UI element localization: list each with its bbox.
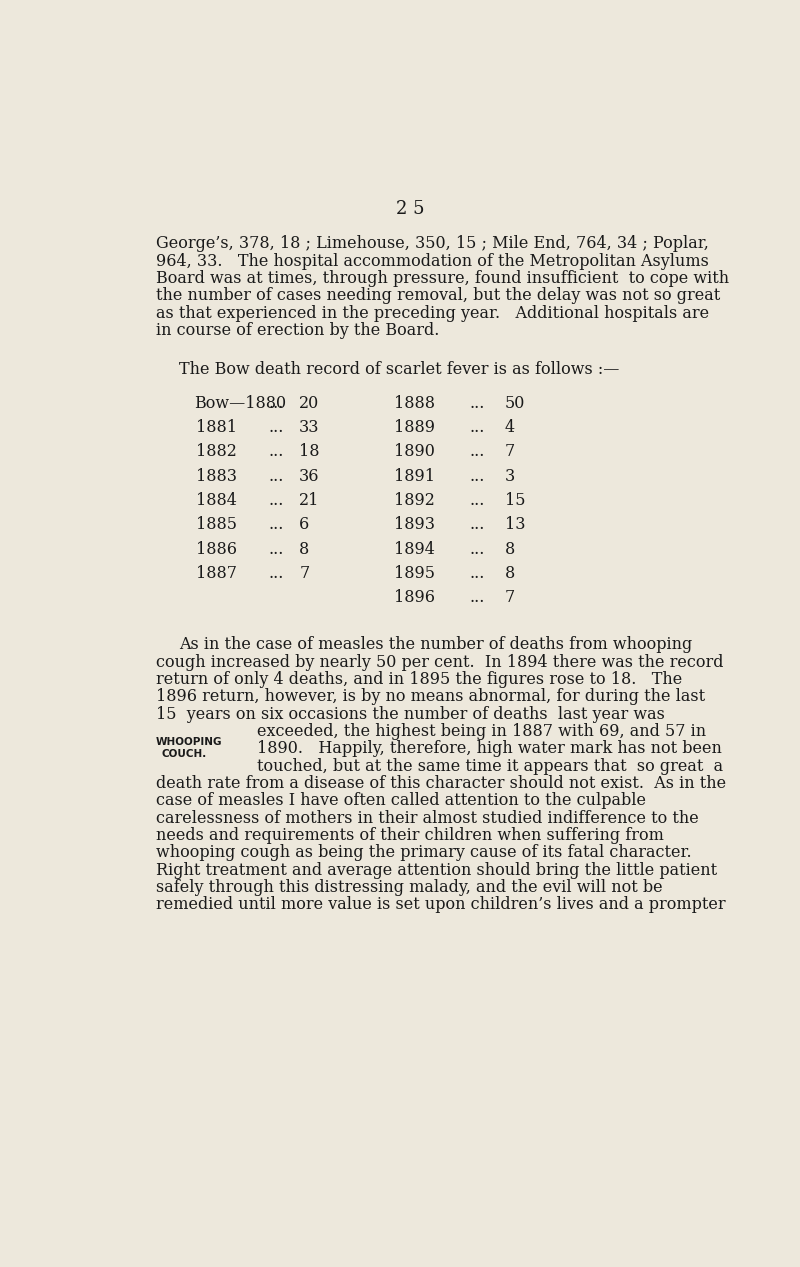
Text: COUCH.: COUCH. (162, 749, 207, 759)
Text: 964, 33.   The hospital accommodation of the Metropolitan Asylums: 964, 33. The hospital accommodation of t… (156, 252, 709, 270)
Text: case of measles I have often called attention to the culpable: case of measles I have often called atte… (156, 792, 646, 810)
Text: in course of erection by the Board.: in course of erection by the Board. (156, 322, 439, 338)
Text: carelessness of mothers in their almost studied indifference to the: carelessness of mothers in their almost … (156, 810, 698, 826)
Text: 1888: 1888 (394, 395, 435, 412)
Text: needs and requirements of their children when suffering from: needs and requirements of their children… (156, 827, 664, 844)
Text: ...: ... (470, 468, 485, 485)
Text: 1885: 1885 (196, 516, 237, 533)
Text: whooping cough as being the primary cause of its fatal character.: whooping cough as being the primary caus… (156, 844, 691, 862)
Text: 1892: 1892 (394, 492, 435, 509)
Text: 1886: 1886 (196, 541, 237, 557)
Text: 2 5: 2 5 (396, 200, 424, 218)
Text: 1896 return, however, is by no means abnormal, for during the last: 1896 return, however, is by no means abn… (156, 688, 705, 706)
Text: 8: 8 (505, 565, 515, 582)
Text: 1893: 1893 (394, 516, 435, 533)
Text: ...: ... (268, 468, 284, 485)
Text: ...: ... (470, 395, 485, 412)
Text: 1881: 1881 (196, 419, 237, 436)
Text: safely through this distressing malady, and the evil will not be: safely through this distressing malady, … (156, 879, 662, 896)
Text: ...: ... (268, 541, 284, 557)
Text: Bow—1880: Bow—1880 (194, 395, 286, 412)
Text: ...: ... (268, 492, 284, 509)
Text: ...: ... (268, 565, 284, 582)
Text: exceeded, the highest being in 1887 with 69, and 57 in: exceeded, the highest being in 1887 with… (257, 723, 706, 740)
Text: ...: ... (470, 516, 485, 533)
Text: 1894: 1894 (394, 541, 435, 557)
Text: 1884: 1884 (196, 492, 237, 509)
Text: 1887: 1887 (196, 565, 237, 582)
Text: ...: ... (268, 443, 284, 460)
Text: 1890.   Happily, therefore, high water mark has not been: 1890. Happily, therefore, high water mar… (257, 740, 722, 758)
Text: 6: 6 (299, 516, 310, 533)
Text: ...: ... (470, 565, 485, 582)
Text: as that experienced in the preceding year.   Additional hospitals are: as that experienced in the preceding yea… (156, 304, 709, 322)
Text: 8: 8 (505, 541, 515, 557)
Text: WHOOPING: WHOOPING (156, 737, 222, 748)
Text: ...: ... (470, 589, 485, 606)
Text: 50: 50 (505, 395, 525, 412)
Text: 1882: 1882 (196, 443, 237, 460)
Text: ...: ... (470, 419, 485, 436)
Text: 1891: 1891 (394, 468, 435, 485)
Text: 4: 4 (505, 419, 514, 436)
Text: the number of cases needing removal, but the delay was not so great: the number of cases needing removal, but… (156, 288, 720, 304)
Text: 15  years on six occasions the number of deaths  last year was: 15 years on six occasions the number of … (156, 706, 665, 722)
Text: As in the case of measles the number of deaths from whooping: As in the case of measles the number of … (179, 636, 692, 654)
Text: 1895: 1895 (394, 565, 435, 582)
Text: 7: 7 (505, 443, 515, 460)
Text: remedied until more value is set upon children’s lives and a prompter: remedied until more value is set upon ch… (156, 896, 726, 914)
Text: 8: 8 (299, 541, 310, 557)
Text: George’s, 378, 18 ; Limehouse, 350, 15 ; Mile End, 764, 34 ; Poplar,: George’s, 378, 18 ; Limehouse, 350, 15 ;… (156, 236, 709, 252)
Text: death rate from a disease of this character should not exist.  As in the: death rate from a disease of this charac… (156, 775, 726, 792)
Text: 7: 7 (505, 589, 515, 606)
Text: touched, but at the same time it appears that  so great  a: touched, but at the same time it appears… (257, 758, 722, 774)
Text: cough increased by nearly 50 per cent.  In 1894 there was the record: cough increased by nearly 50 per cent. I… (156, 654, 723, 670)
Text: 36: 36 (299, 468, 320, 485)
Text: The Bow death record of scarlet fever is as follows :—: The Bow death record of scarlet fever is… (179, 361, 619, 378)
Text: ...: ... (268, 516, 284, 533)
Text: return of only 4 deaths, and in 1895 the figures rose to 18.   The: return of only 4 deaths, and in 1895 the… (156, 672, 682, 688)
Text: Board was at times, through pressure, found insufficient  to cope with: Board was at times, through pressure, fo… (156, 270, 729, 286)
Text: 21: 21 (299, 492, 319, 509)
Text: 1883: 1883 (196, 468, 237, 485)
Text: 15: 15 (505, 492, 525, 509)
Text: 7: 7 (299, 565, 310, 582)
Text: 1889: 1889 (394, 419, 435, 436)
Text: 1890: 1890 (394, 443, 435, 460)
Text: ...: ... (470, 492, 485, 509)
Text: ...: ... (268, 395, 284, 412)
Text: 13: 13 (505, 516, 525, 533)
Text: ...: ... (470, 443, 485, 460)
Text: ...: ... (470, 541, 485, 557)
Text: 1896: 1896 (394, 589, 435, 606)
Text: Right treatment and average attention should bring the little patient: Right treatment and average attention sh… (156, 862, 717, 878)
Text: 3: 3 (505, 468, 515, 485)
Text: 33: 33 (299, 419, 320, 436)
Text: 20: 20 (299, 395, 319, 412)
Text: ...: ... (268, 419, 284, 436)
Text: 18: 18 (299, 443, 320, 460)
